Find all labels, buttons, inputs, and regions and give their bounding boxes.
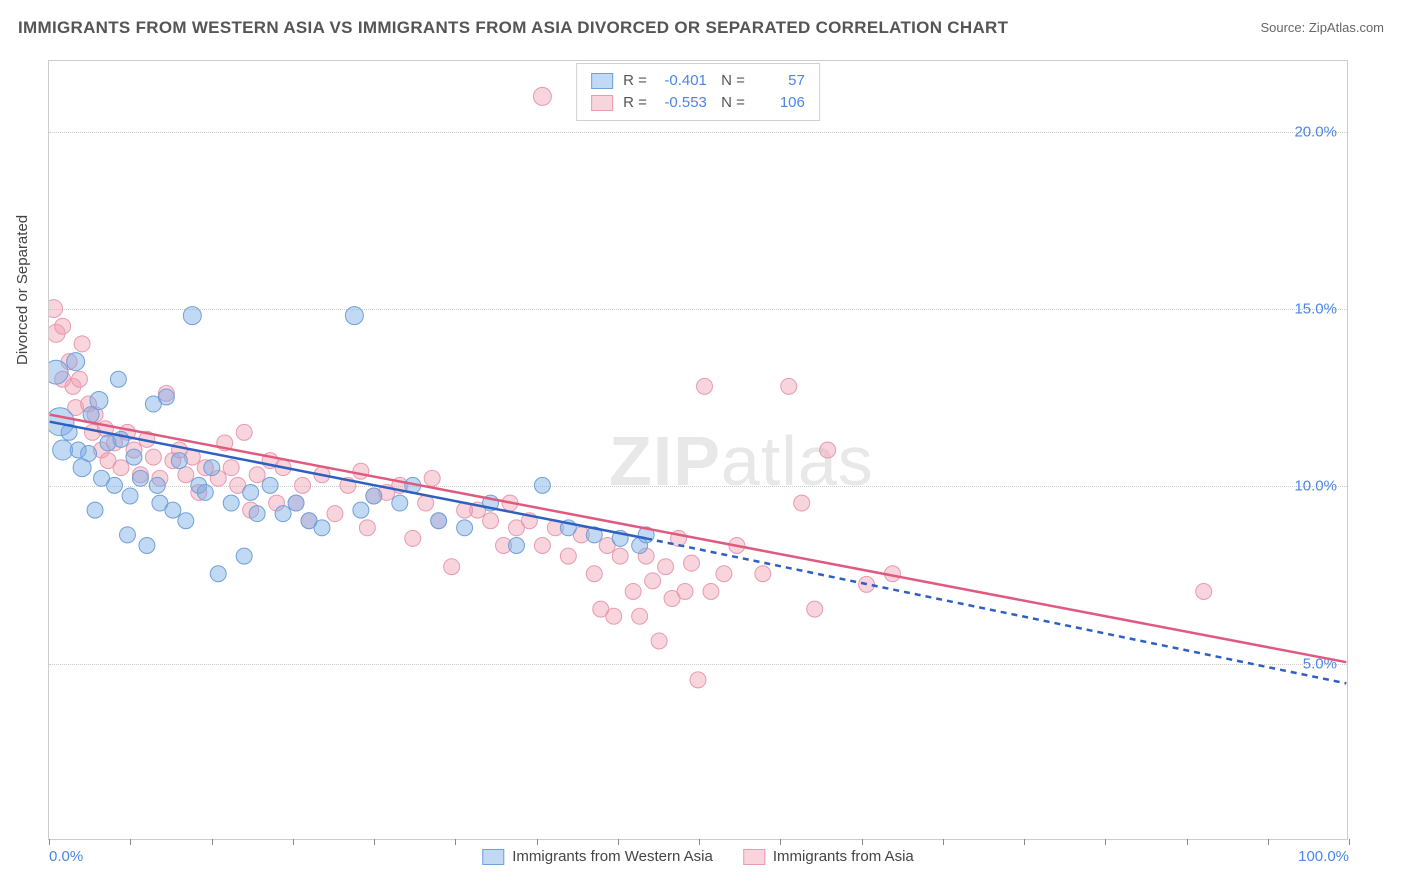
legend-item-b: Immigrants from Asia <box>743 848 914 865</box>
x-tick <box>618 839 619 845</box>
gridline <box>49 132 1347 133</box>
x-tick <box>1024 839 1025 845</box>
x-tick <box>455 839 456 845</box>
watermark: ZIPatlas <box>609 421 874 501</box>
gridline <box>49 664 1347 665</box>
swatch-b <box>743 849 765 865</box>
x-tick <box>212 839 213 845</box>
source-label: Source: ZipAtlas.com <box>1260 20 1384 35</box>
stat-legend: R =-0.401 N =57 R =-0.553 N =106 <box>576 63 820 121</box>
x-tick <box>49 839 50 845</box>
trend-lines <box>49 61 1347 839</box>
y-tick-label: 20.0% <box>1294 123 1337 140</box>
legend-item-a: Immigrants from Western Asia <box>482 848 713 865</box>
x-tick <box>943 839 944 845</box>
scatter-points <box>49 61 1347 839</box>
x-tick <box>374 839 375 845</box>
swatch-a <box>591 73 613 89</box>
stat-row-b: R =-0.553 N =106 <box>591 92 805 114</box>
chart-title: IMMIGRANTS FROM WESTERN ASIA VS IMMIGRAN… <box>18 18 1008 38</box>
x-tick <box>1105 839 1106 845</box>
legend-label-a: Immigrants from Western Asia <box>512 848 713 865</box>
x-tick <box>537 839 538 845</box>
x-tick <box>699 839 700 845</box>
x-tick <box>780 839 781 845</box>
x-tick-label: 100.0% <box>1298 848 1349 865</box>
x-tick <box>1187 839 1188 845</box>
plot-area: ZIPatlas R =-0.401 N =57 R =-0.553 N =10… <box>48 60 1348 840</box>
y-tick-label: 10.0% <box>1294 478 1337 495</box>
bottom-legend: Immigrants from Western Asia Immigrants … <box>482 848 914 865</box>
y-axis-label: Divorced or Separated <box>14 215 31 365</box>
y-tick-label: 15.0% <box>1294 301 1337 318</box>
swatch-a <box>482 849 504 865</box>
x-tick <box>862 839 863 845</box>
swatch-b <box>591 95 613 111</box>
gridline <box>49 309 1347 310</box>
y-tick-label: 5.0% <box>1303 655 1337 672</box>
stat-row-a: R =-0.401 N =57 <box>591 70 805 92</box>
x-tick <box>1349 839 1350 845</box>
x-tick <box>293 839 294 845</box>
gridline <box>49 486 1347 487</box>
x-tick <box>130 839 131 845</box>
x-tick <box>1268 839 1269 845</box>
legend-label-b: Immigrants from Asia <box>773 848 914 865</box>
x-tick-label: 0.0% <box>49 848 83 865</box>
